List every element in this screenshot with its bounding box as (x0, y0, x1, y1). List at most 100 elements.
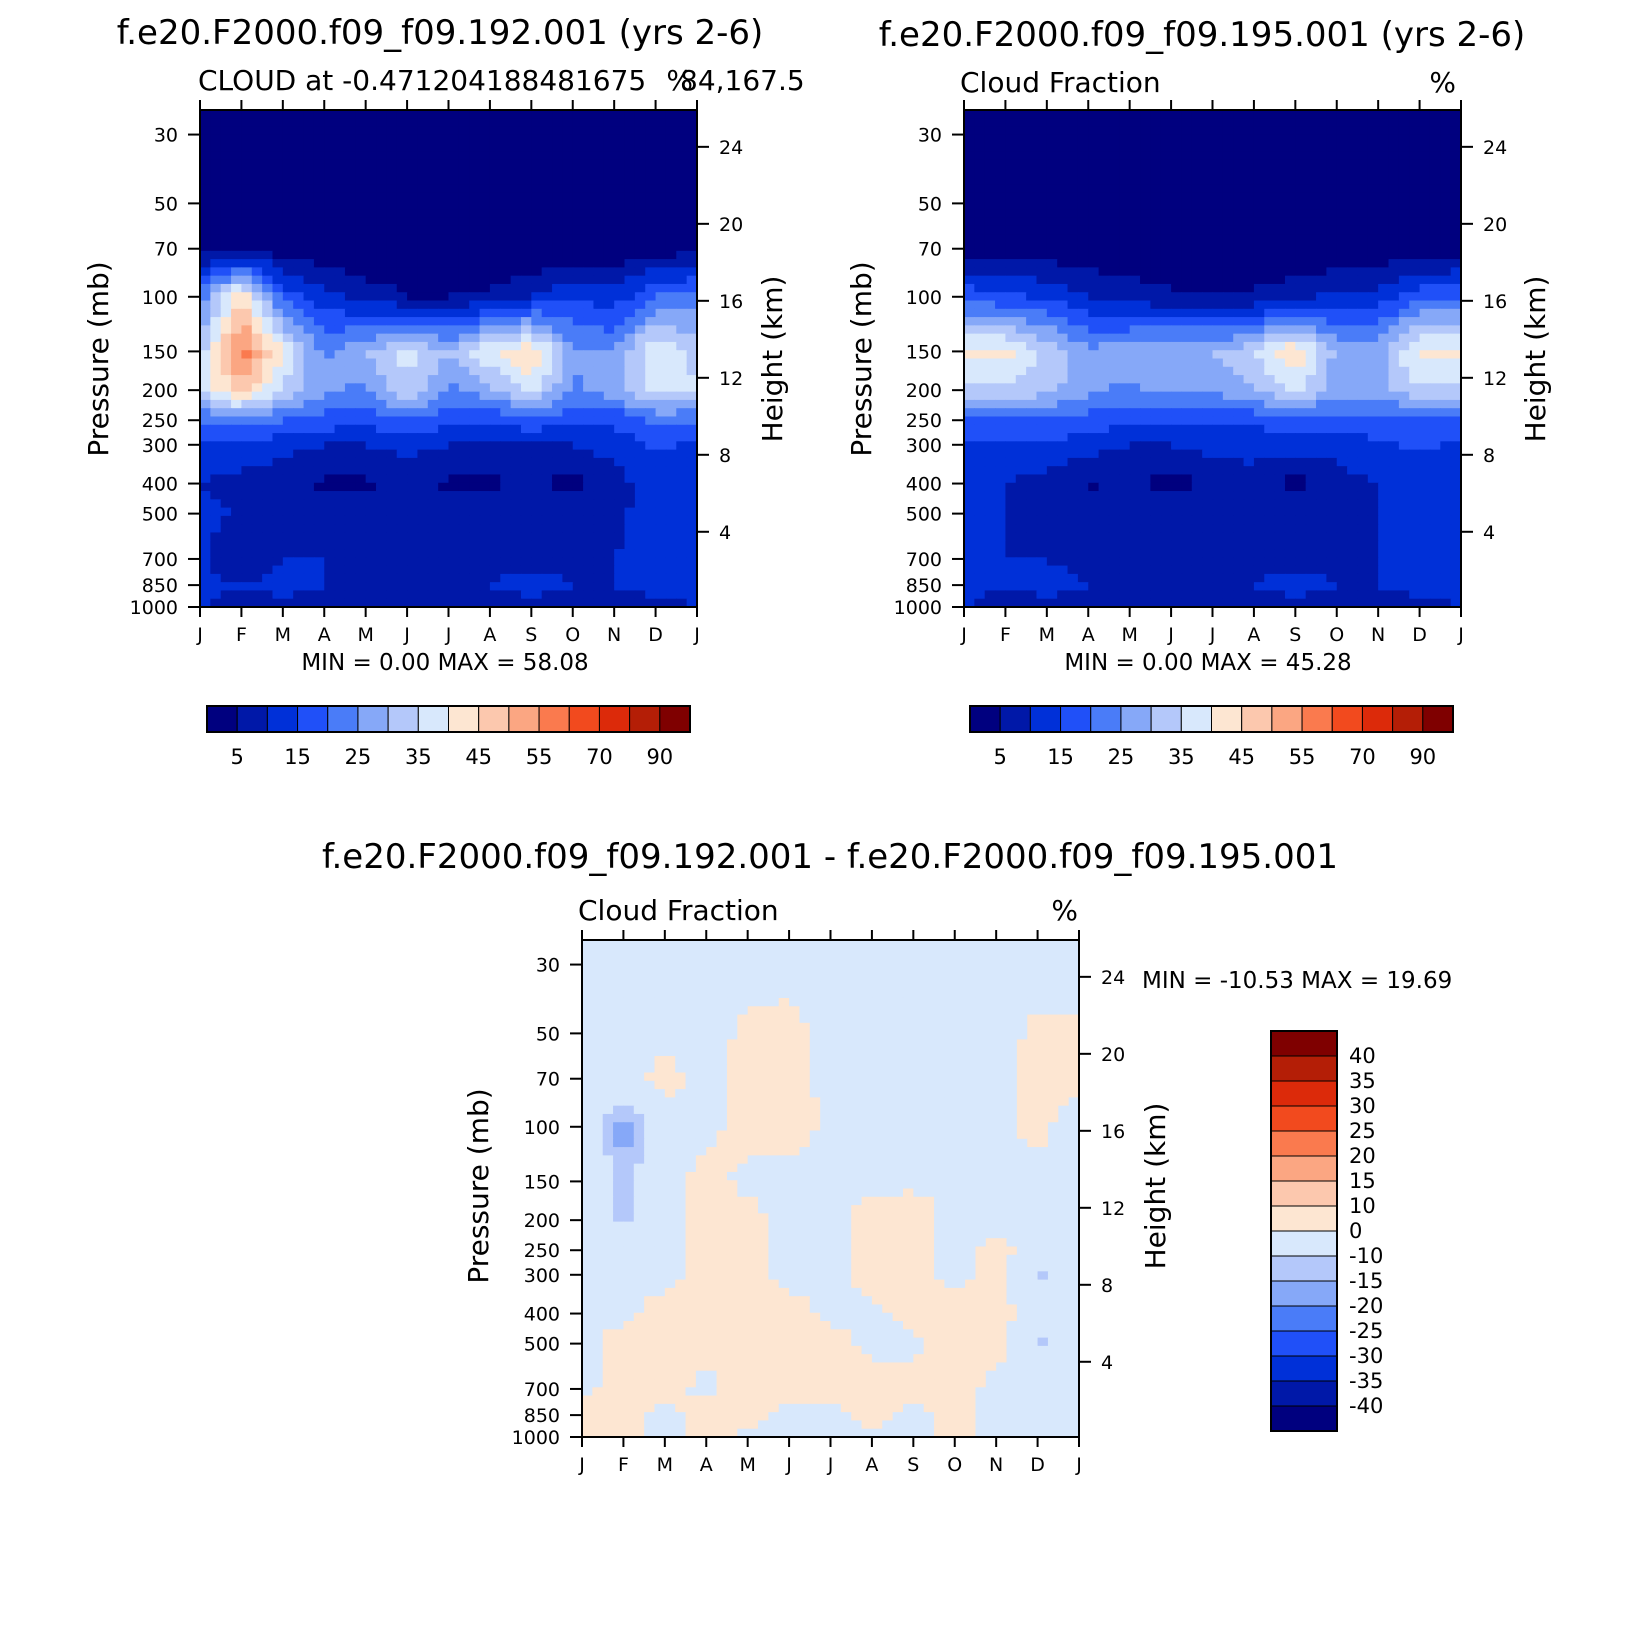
heatmap-cell (572, 308, 584, 318)
heatmap-cell (324, 441, 336, 451)
heatmap-cell (417, 234, 429, 244)
heatmap-cell (293, 358, 305, 368)
heatmap-cell (200, 557, 211, 567)
heatmap-cell (964, 300, 975, 310)
heatmap-cell (974, 408, 986, 418)
heatmap-cell (964, 292, 975, 302)
heatmap-cell (489, 549, 501, 558)
heatmap-cell (210, 341, 222, 351)
heatmap-cell (458, 341, 470, 351)
heatmap-cell (1077, 159, 1089, 169)
heatmap-cell (510, 308, 522, 318)
heatmap-cell (562, 217, 574, 227)
heatmap-cell (479, 433, 491, 442)
heatmap-cell (500, 590, 512, 600)
heatmap-cell (469, 358, 481, 368)
heatmap-cell (541, 184, 553, 194)
heatmap-cell (448, 333, 460, 343)
heatmap-cell (1057, 333, 1069, 343)
heatmap-cell (376, 507, 387, 517)
heatmap-cell (1253, 300, 1265, 310)
heatmap-cell (1222, 242, 1234, 252)
heatmap-cell (282, 350, 294, 360)
heatmap-cell (427, 433, 439, 442)
heatmap-cell (355, 259, 367, 268)
heatmap-cell (1222, 424, 1234, 434)
heatmap-cell (593, 466, 605, 476)
heatmap-cell (251, 110, 263, 119)
heatmap-cell (624, 598, 636, 608)
heatmap-cell (1429, 341, 1441, 351)
heatmap-cell (417, 308, 429, 318)
heatmap-cell (313, 143, 325, 153)
heatmap-cell (665, 242, 677, 252)
heatmap-cell (469, 234, 481, 244)
heatmap-cell (500, 582, 512, 592)
heatmap-cell (1026, 259, 1038, 268)
heatmap-cell (1222, 325, 1234, 335)
heatmap-cell (500, 300, 512, 310)
heatmap-cell (995, 242, 1007, 252)
heatmap-cell (552, 499, 563, 509)
heatmap-cell (510, 325, 522, 335)
heatmap-cell (355, 300, 367, 310)
heatmap-cell (541, 259, 553, 268)
heatmap-cell (1388, 341, 1400, 351)
heatmap-cell (520, 375, 532, 384)
heatmap-cell (293, 565, 305, 575)
heatmap-cell (1212, 366, 1224, 376)
heatmap-cell (1005, 234, 1017, 244)
heatmap-cell (1077, 441, 1089, 451)
heatmap-cell (1067, 308, 1079, 318)
heatmap-cell (1129, 317, 1141, 326)
heatmap-cell (1026, 126, 1038, 136)
heatmap-cell (500, 259, 512, 268)
heatmap-cell (220, 209, 232, 219)
heatmap-cell (1005, 317, 1017, 326)
heatmap-cell (552, 317, 563, 326)
heatmap-cell (1295, 366, 1307, 376)
heatmap-cell (334, 482, 346, 492)
heatmap-cell (282, 134, 294, 144)
heatmap-cell (1150, 358, 1162, 368)
heatmap-cell (1202, 333, 1214, 343)
heatmap-cell (303, 110, 315, 119)
heatmap-cell (396, 159, 408, 169)
heatmap-cell (200, 325, 211, 335)
heatmap-cell (448, 573, 460, 583)
heatmap-cell (365, 300, 377, 310)
heatmap-cell (1284, 126, 1296, 136)
heatmap-cell (1140, 341, 1151, 351)
heatmap-cell (427, 192, 439, 202)
heatmap-cell (417, 482, 429, 492)
heatmap-cell (531, 134, 543, 144)
heatmap-cell (1388, 333, 1400, 343)
heatmap-cell (500, 532, 512, 542)
heatmap-cell (1119, 358, 1131, 368)
heatmap-cell (427, 549, 439, 558)
heatmap-cell (603, 557, 615, 567)
heatmap-cell (1108, 225, 1120, 235)
heatmap-cell (655, 424, 667, 434)
heatmap-cell (458, 565, 470, 575)
heatmap-cell (964, 416, 975, 426)
heatmap-cell (634, 308, 646, 318)
heatmap-cell (614, 143, 626, 153)
heatmap-cell (1326, 250, 1338, 260)
month-tick-label: J (693, 624, 700, 646)
heatmap-cell (1243, 325, 1255, 335)
heatmap-cell (1243, 134, 1255, 144)
heatmap-cell (541, 366, 553, 376)
heatmap-cell (583, 159, 595, 169)
heatmap-cell (974, 151, 986, 161)
heatmap-cell (220, 582, 232, 592)
heatmap-cell (593, 433, 605, 442)
heatmap-cell (220, 549, 232, 558)
heatmap-cell (272, 549, 284, 558)
heatmap-cell (1046, 366, 1058, 376)
heatmap-cell (282, 151, 294, 161)
heatmap-cell (262, 449, 274, 459)
heatmap-cell (572, 358, 584, 368)
heatmap-cell (386, 416, 398, 426)
heatmap-cell (1119, 192, 1131, 202)
